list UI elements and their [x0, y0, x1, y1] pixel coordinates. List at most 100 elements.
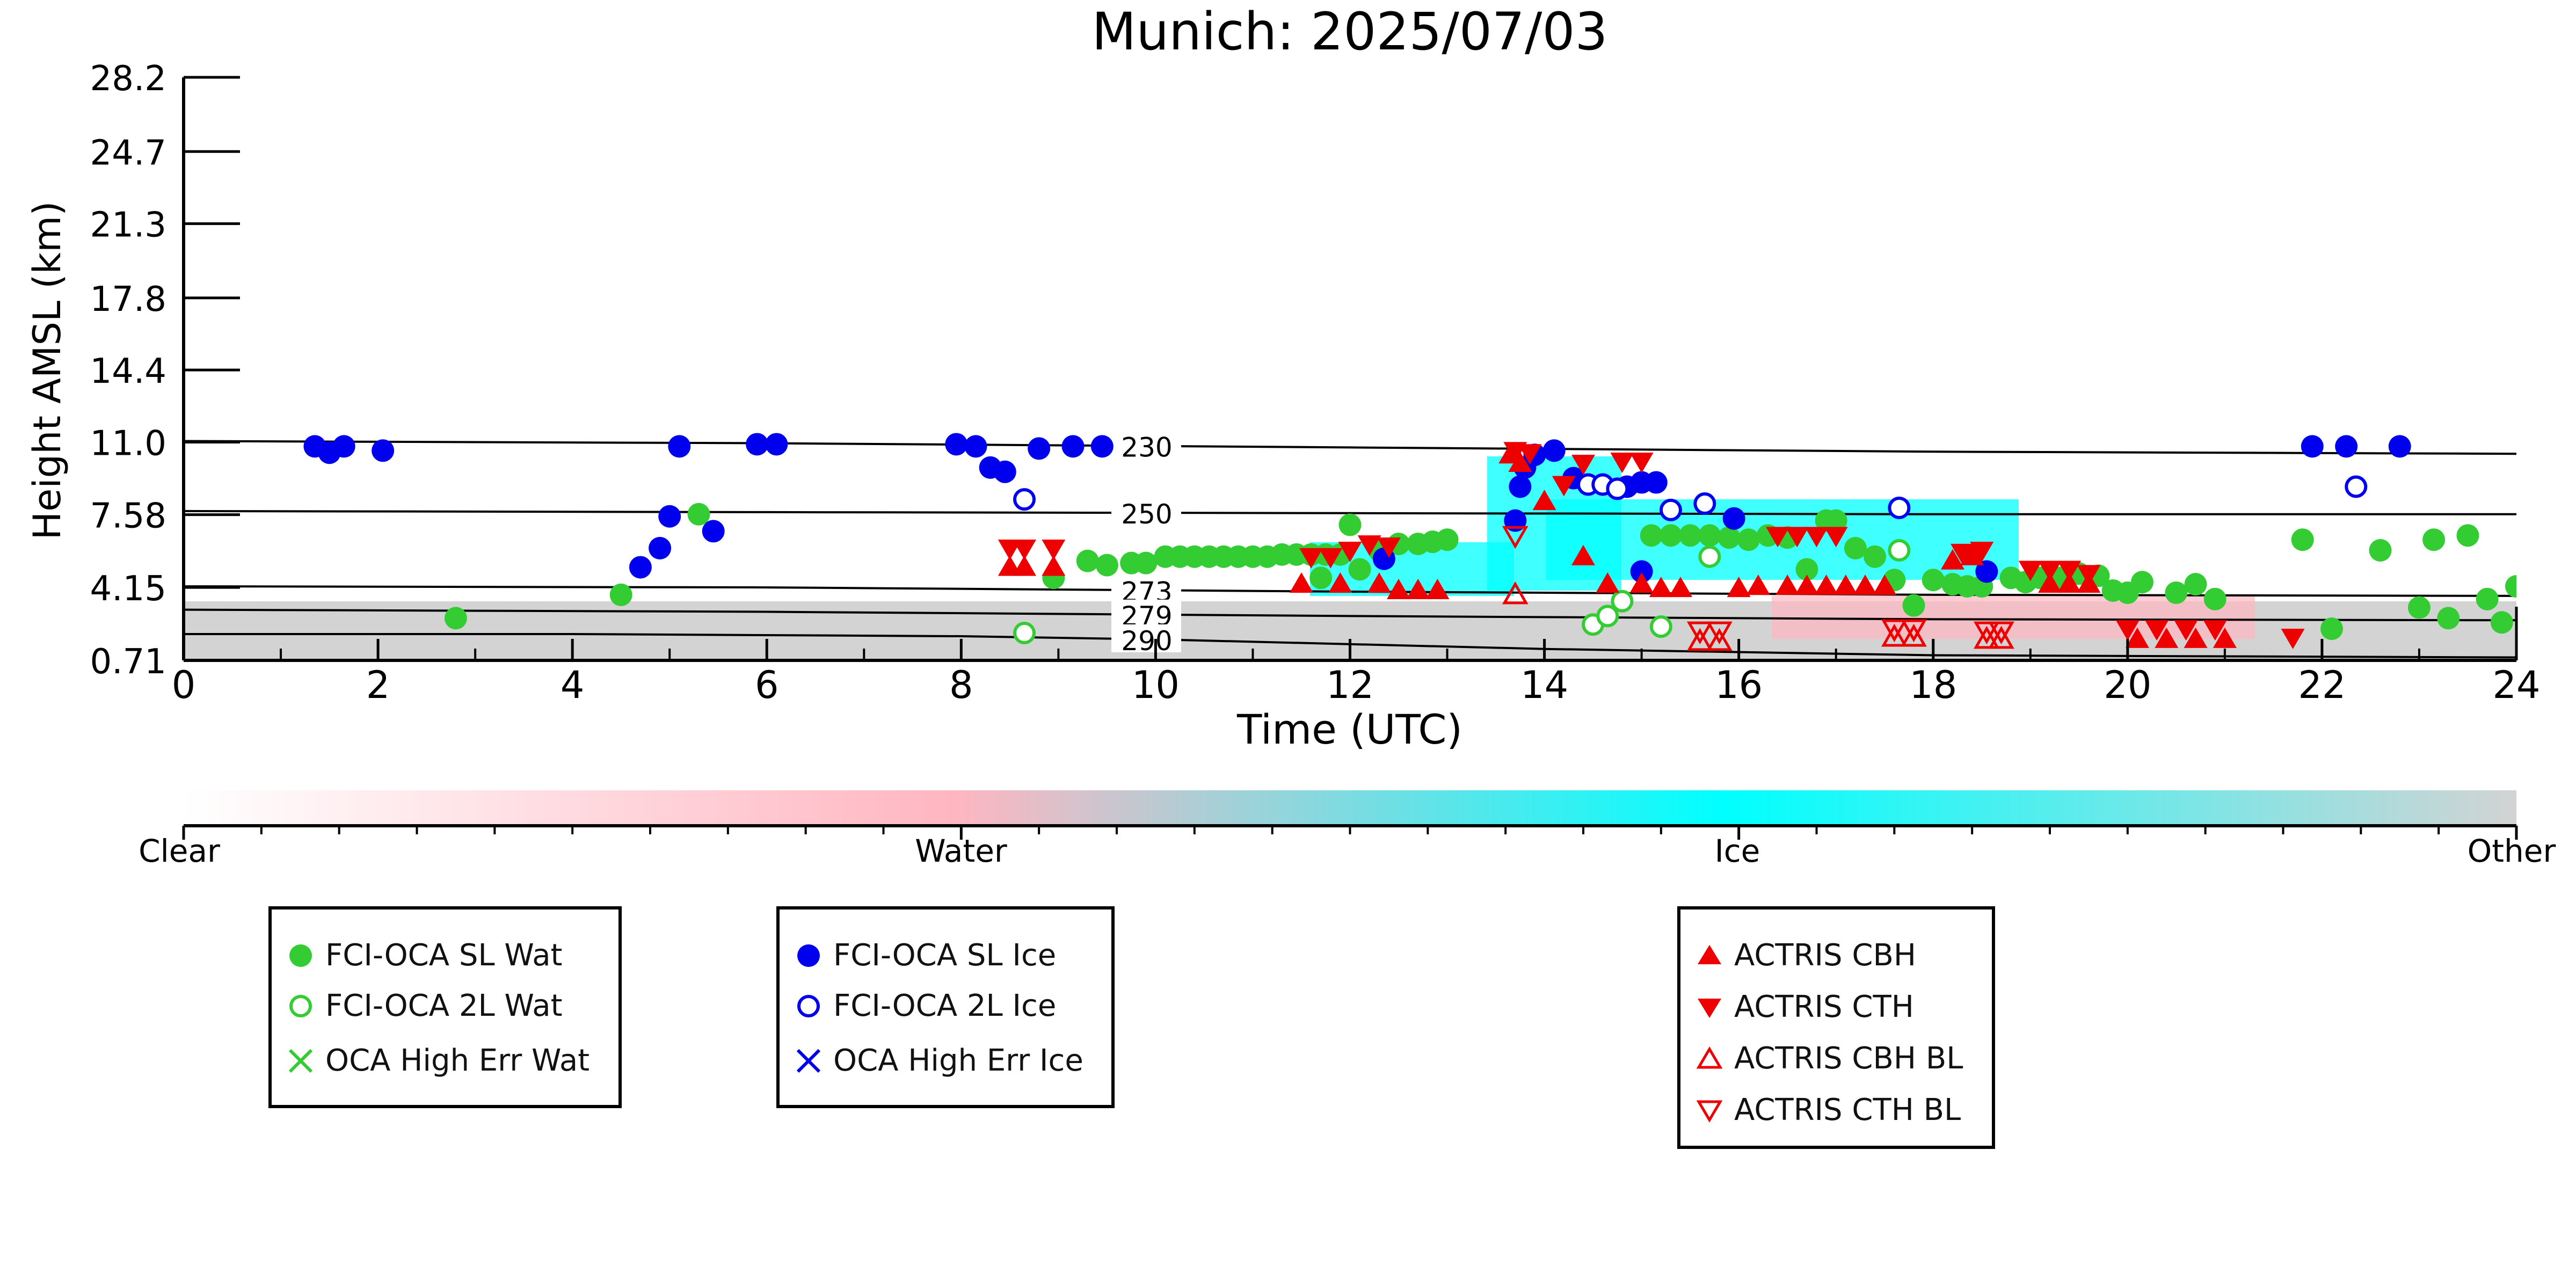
isotherm-label: 230: [1121, 432, 1172, 463]
data-point: [2145, 620, 2169, 641]
y-tick-label: 21.3: [90, 206, 167, 245]
data-point: [1686, 628, 1713, 651]
x-tick-label: 4: [561, 663, 585, 707]
data-point: [1659, 524, 1682, 547]
data-point: [1824, 527, 1848, 548]
legend-item-cbh-bl: ACTRIS CBH BL: [1680, 1034, 1992, 1082]
y-tick-label: 11.0: [90, 424, 167, 463]
data-point: [1669, 577, 1693, 598]
data-point: [1629, 453, 1654, 474]
data-point: [1338, 513, 1362, 536]
data-point: [2422, 528, 2446, 551]
data-point: [2291, 528, 2314, 551]
data-point: [1988, 621, 2014, 645]
colorbar-label-water: Water: [915, 833, 1007, 869]
data-point: [1532, 490, 1556, 511]
data-point: [1629, 572, 1654, 593]
data-point: [1502, 526, 1529, 549]
data-point: [964, 435, 987, 458]
data-point: [1013, 622, 1036, 645]
data-point: [1042, 555, 1066, 576]
isotherm-label: 250: [1121, 499, 1172, 530]
data-point: [1679, 524, 1702, 547]
x-tick-label: 18: [1909, 663, 1957, 707]
data-point: [1134, 551, 1158, 574]
data-point: [1881, 623, 1908, 647]
data-point: [2388, 435, 2411, 458]
data-point: [1328, 572, 1352, 593]
data-point: [1718, 526, 1741, 549]
legend-water: FCI-OCA SL Wat FCI-OCA 2L Wat OCA High E…: [268, 906, 622, 1108]
data-point: [1988, 625, 2014, 649]
data-point: [2335, 435, 2358, 458]
legend-label: ACTRIS CTH: [1734, 989, 1914, 1024]
data-point: [1611, 590, 1634, 613]
data-point: [2369, 539, 2392, 562]
y-axis: 0.71 4.15 7.58 11.0 14.4 17.8 21.3 24.7 28.2: [90, 59, 240, 682]
data-point: [2407, 596, 2431, 619]
data-point: [444, 607, 467, 630]
data-point: [1698, 524, 1721, 547]
legend-label: FCI-OCA 2L Ice: [833, 988, 1057, 1023]
x-tick-label: 8: [949, 663, 973, 707]
data-point: [1844, 537, 1867, 560]
data-point: [1881, 619, 1908, 643]
data-point: [2281, 628, 2305, 649]
data-point: [2456, 524, 2479, 547]
data-point: [2345, 475, 2368, 498]
data-point: [2038, 572, 2062, 593]
data-point: [1737, 528, 1760, 551]
data-point: [1833, 574, 1858, 595]
x-axis: 0 2 4 6 8 10 12 14 16 18 20 22 24: [172, 639, 2541, 707]
data-point: [1406, 579, 1430, 600]
data-point: [1922, 569, 1945, 592]
data-point: [1610, 453, 1634, 474]
legend-item-2l-ice: FCI-OCA 2L Ice: [780, 981, 1111, 1030]
data-point: [1387, 579, 1411, 600]
data-point: [1649, 615, 1672, 638]
data-point: [1901, 619, 1927, 643]
isotherm-line: [183, 440, 2517, 455]
triangle-up-icon: [1698, 945, 1721, 964]
data-point: [2155, 627, 2179, 648]
open-triangle-down-icon: [1696, 1100, 1723, 1123]
isotherm-label: 290: [1121, 625, 1172, 657]
legend-label: FCI-OCA 2L Wat: [325, 988, 563, 1023]
data-point: [609, 583, 632, 606]
legend-actris: ACTRIS CBH ACTRIS CTH ACTRIS CBH BL ACTR…: [1677, 906, 1995, 1149]
x-tick-label: 16: [1715, 663, 1763, 707]
data-point: [1804, 527, 1829, 548]
colorbar-label-ice: Ice: [1715, 833, 1760, 869]
data-point: [1795, 574, 1819, 595]
isotherm-label-bg: [1111, 431, 1181, 459]
triangle-down-icon: [1698, 999, 1721, 1018]
isotherm-label-bg: [1111, 575, 1181, 603]
open-circle-icon: [797, 995, 820, 1017]
data-point: [1940, 549, 1964, 570]
data-point: [1028, 437, 1051, 460]
data-point: [1706, 621, 1733, 645]
data-point: [1901, 623, 1927, 647]
y-tick-label: 28.2: [90, 59, 167, 99]
open-triangle-up-icon: [1696, 1046, 1723, 1069]
data-point: [1076, 549, 1099, 572]
y-axis-title: Height AMSL (km): [25, 201, 69, 540]
data-point: [1367, 572, 1391, 593]
data-point: [2038, 561, 2062, 581]
data-point: [2476, 587, 2499, 610]
legend-item-cth: ACTRIS CTH: [1680, 983, 1992, 1031]
data-point: [1518, 444, 1542, 465]
y-tick-label: 14.4: [90, 352, 167, 391]
data-point: [2184, 573, 2207, 596]
data-point: [1864, 545, 1887, 568]
data-point: [1640, 524, 1663, 547]
data-point: [1888, 539, 1911, 562]
y-tick-label: 7.58: [90, 497, 167, 536]
data-point: [1090, 435, 1114, 458]
data-point: [1596, 572, 1620, 593]
legend-label: OCA High Err Wat: [325, 1043, 590, 1078]
data-point: [1013, 540, 1037, 561]
filled-circle-icon: [797, 944, 820, 967]
data-point: [2018, 561, 2042, 581]
x-tick-label: 20: [2104, 663, 2151, 707]
